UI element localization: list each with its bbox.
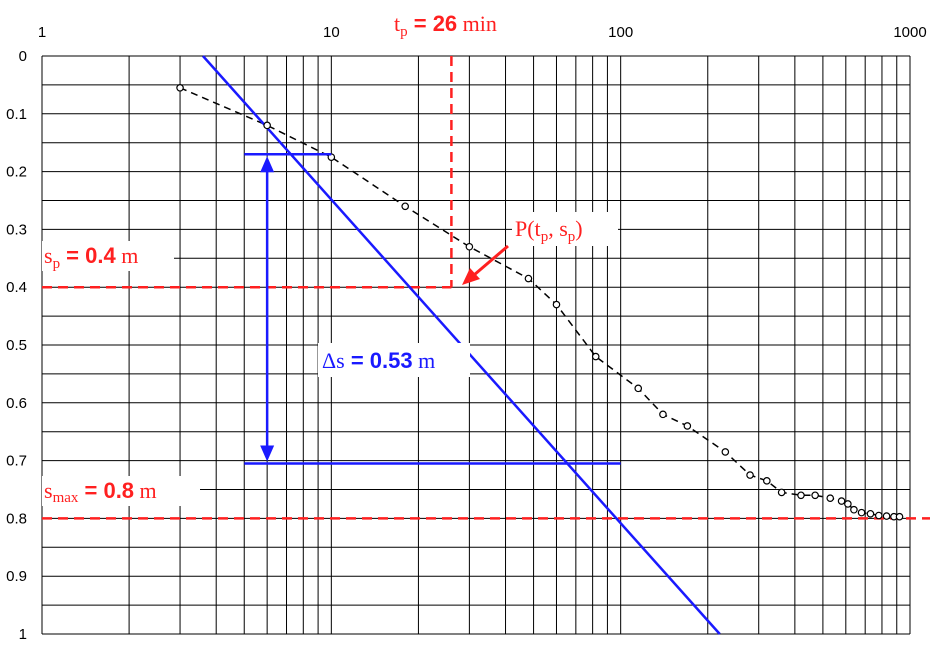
point-annotation: P(tp, sp) (462, 212, 618, 285)
tp-subscript: p (400, 24, 408, 40)
x-tick-label: 1 (38, 24, 46, 41)
y-tick-label: 0.1 (6, 106, 27, 123)
tp-unit: min (457, 11, 497, 36)
point-label-pre: P(t (515, 216, 541, 241)
tp-label: tp = 26 min (394, 11, 497, 40)
reference-lines (42, 56, 930, 520)
smax-symbol: s (44, 478, 53, 503)
smax-annotation: smax = 0.8 m (42, 476, 200, 506)
delta-s-unit: m (413, 348, 436, 373)
point-arrow-head (462, 268, 480, 285)
tp-annotation: tp = 26 min (388, 8, 544, 42)
data-point (811, 491, 819, 500)
data-point (524, 274, 533, 283)
sp-symbol: s (44, 243, 53, 268)
data-point (552, 300, 561, 309)
y-tick-label: 0.9 (6, 568, 27, 585)
data-point (874, 511, 883, 520)
y-tick-label: 0.8 (6, 510, 27, 527)
x-tick-label: 1000 (893, 24, 926, 41)
data-point (683, 422, 692, 430)
y-tick-label: 1 (19, 626, 27, 643)
point-label: P(tp, sp) (515, 216, 583, 245)
y-tick-label: 0.2 (6, 164, 27, 181)
y-tick-label: 0.7 (6, 453, 27, 470)
data-point (263, 121, 271, 130)
sp-annotation: sp = 0.4 m (42, 241, 174, 272)
data-point (882, 512, 891, 520)
data-point (837, 497, 846, 505)
y-tick-label: 0.4 (6, 279, 27, 296)
tp-symbol: t (394, 11, 400, 36)
tp-label-bg (388, 8, 544, 42)
point-label-mid: , s (548, 216, 568, 241)
delta-s-value: = 0.53 (345, 348, 413, 373)
measured-drawdown-curve (179, 87, 900, 518)
smax-value: = 0.8 (78, 478, 134, 503)
smax-label: smax = 0.8 m (44, 478, 157, 506)
delta-s-bracket (244, 153, 621, 465)
data-point (866, 509, 875, 518)
smax-unit: m (134, 478, 157, 503)
delta-s-label-bg (318, 343, 470, 377)
sp-label: sp = 0.4 m (44, 243, 138, 272)
y-tick-label: 0.6 (6, 395, 27, 412)
delta-s-arrow-head-top (260, 156, 275, 173)
point-label-sub2: p (568, 229, 576, 245)
x-tick-label: 10 (323, 24, 340, 41)
tick-labels: 1 10 100 1000 0 0.1 0.2 0.3 0.4 0.5 0.6 0.7 0.8 0.9 1 (6, 24, 927, 643)
data-point (850, 505, 858, 514)
data-point (844, 500, 852, 508)
data-point (857, 508, 866, 517)
point-label-post: ) (575, 216, 582, 241)
data-point (746, 471, 754, 479)
y-tick-label: 0 (19, 48, 27, 65)
tp-value: = 26 (408, 11, 458, 36)
sp-label-bg (42, 241, 174, 271)
delta-s-annotation: Δs = 0.53 m (318, 343, 470, 377)
grid (41, 55, 911, 635)
data-point (763, 477, 771, 485)
smax-label-bg (42, 476, 200, 506)
delta-s-arrow-head-bottom (260, 445, 275, 462)
sp-value: = 0.4 (60, 243, 116, 268)
data-point (797, 491, 805, 500)
point-arrow-shaft (473, 244, 509, 277)
delta-s-label: Δs = 0.53 m (322, 348, 435, 373)
data-point (777, 488, 786, 497)
data-point (659, 410, 667, 419)
point-label-bg (512, 212, 618, 246)
data-point (721, 448, 730, 456)
delta-s-symbol: Δs (322, 348, 345, 373)
y-tick-label: 0.5 (6, 337, 27, 354)
sp-unit: m (116, 243, 139, 268)
data-point (176, 83, 184, 92)
data-point (591, 352, 600, 361)
data-point (826, 494, 835, 502)
y-tick-label: 0.3 (6, 221, 27, 238)
x-tick-label: 100 (608, 24, 633, 41)
smax-subscript: max (53, 490, 79, 506)
data-point (401, 202, 409, 211)
point-label-sub1: p (541, 229, 549, 245)
data-point (895, 512, 904, 521)
data-point (634, 384, 643, 393)
data-point (465, 242, 474, 251)
sp-subscript: p (53, 256, 61, 272)
